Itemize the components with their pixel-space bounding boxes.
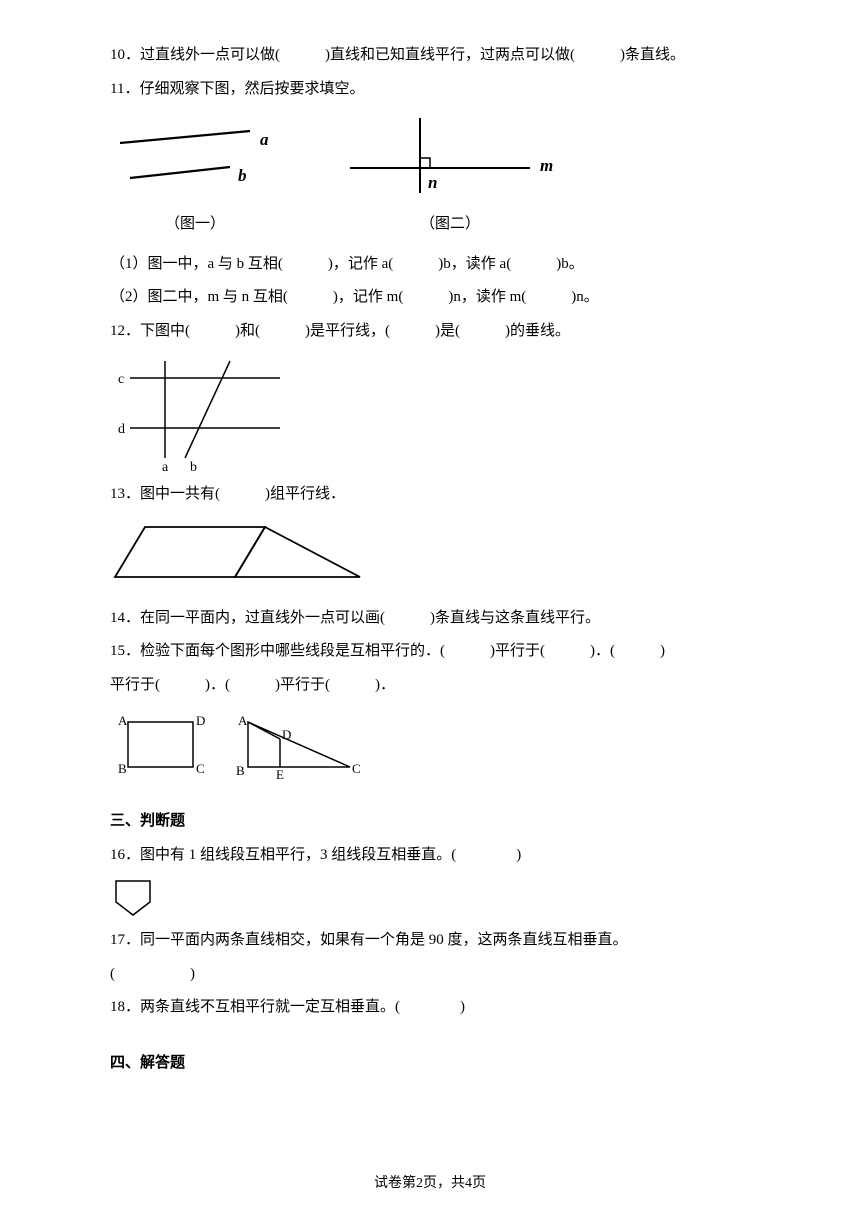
label-b: b — [190, 460, 197, 473]
section-3-title: 三、判断题 — [110, 806, 750, 838]
label-d: d — [118, 422, 125, 437]
q13: 13．图中一共有( )组平行线． — [110, 479, 750, 511]
fig2-caption: （图二） — [340, 209, 560, 241]
label-n: n — [428, 173, 437, 192]
pentagon-shape — [110, 877, 160, 919]
label-D2: D — [282, 727, 291, 742]
q15-figures: A D B C A D B E C — [110, 707, 750, 782]
q16: 16．图中有 1 组线段互相平行，3 组线段互相垂直。( ) — [110, 840, 750, 872]
rectangle-abcd: A D B C — [110, 707, 210, 782]
label-C1: C — [196, 761, 205, 776]
q14: 14．在同一平面内，过直线外一点可以画( )条直线与这条直线平行。 — [110, 603, 750, 635]
q18: 18．两条直线不互相平行就一定互相垂直。( ) — [110, 992, 750, 1024]
figure-2: m n （图二） — [340, 113, 560, 241]
label-b: b — [238, 166, 247, 185]
q11-stem: 11．仔细观察下图，然后按要求填空。 — [110, 74, 750, 106]
q11-figures: a b （图一） m n （图二） — [110, 113, 750, 241]
q11-sub1: （1）图一中，a 与 b 互相( )，记作 a( )b，读作 a( )b。 — [110, 249, 750, 281]
label-B1: B — [118, 761, 127, 776]
label-A2: A — [238, 713, 248, 728]
fig1-caption: （图一） — [110, 209, 280, 241]
q12-figure: c d a b — [110, 353, 750, 473]
triangle-abcde: A D B E C — [230, 707, 370, 782]
q15-line2: 平行于( )．( )平行于( )． — [110, 670, 750, 702]
label-c: c — [118, 372, 124, 387]
label-a: a — [260, 130, 269, 149]
q10: 10．过直线外一点可以做( )直线和已知直线平行，过两点可以做( )条直线。 — [110, 40, 750, 72]
q17-line2: ( ) — [110, 959, 750, 991]
perpendicular-lines-diagram: m n — [340, 113, 560, 203]
label-E2: E — [276, 767, 284, 782]
q13-figure — [110, 517, 750, 597]
q12-stem: 12．下图中( )和( )是平行线，( )是( )的垂线。 — [110, 316, 750, 348]
section-4-title: 四、解答题 — [110, 1048, 750, 1080]
label-B2: B — [236, 763, 245, 778]
q17-line1: 17．同一平面内两条直线相交，如果有一个角是 90 度，这两条直线互相垂直。 — [110, 925, 750, 957]
label-a: a — [162, 460, 169, 473]
page-footer: 试卷第2页，共4页 — [0, 1169, 860, 1198]
q16-figure — [110, 877, 750, 919]
lines-abcd-diagram: c d a b — [110, 353, 290, 473]
q11-sub2: （2）图二中，m 与 n 互相( )，记作 m( )n，读作 m( )n。 — [110, 282, 750, 314]
label-D1: D — [196, 713, 205, 728]
q15-line1: 15．检验下面每个图形中哪些线段是互相平行的．( )平行于( )．( ) — [110, 636, 750, 668]
parallel-lines-diagram: a b — [110, 123, 280, 203]
label-m: m — [540, 156, 553, 175]
label-C2: C — [352, 761, 361, 776]
figure-1: a b （图一） — [110, 123, 280, 241]
parallelogram-triangle-diagram — [110, 517, 370, 597]
label-A1: A — [118, 713, 128, 728]
